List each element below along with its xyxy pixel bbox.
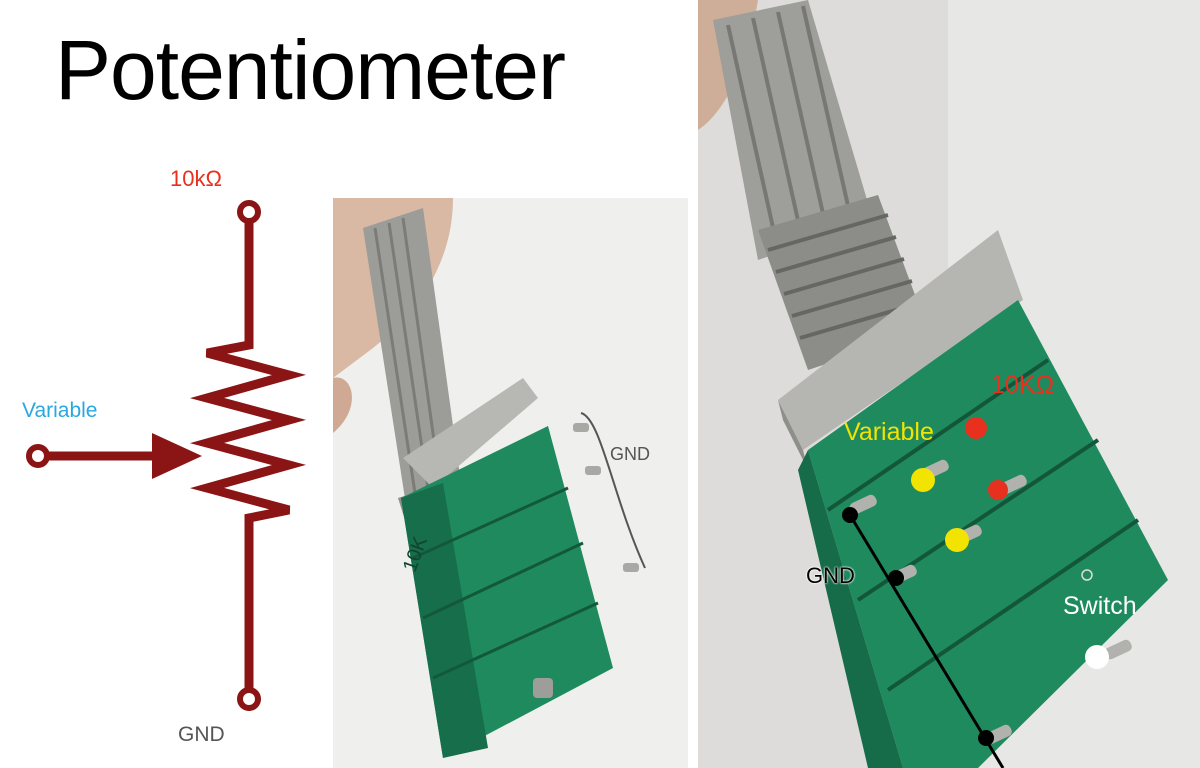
large-photo-10k-label: 10KΩ [991,371,1055,399]
small-photo-gnd-label: GND [610,444,650,464]
metal-cover [778,230,1023,450]
marker-10k-1 [965,417,987,439]
page-title: Potentiometer [55,23,566,117]
green-housing-large [808,300,1168,768]
gnd-guide-line [848,514,1005,768]
marker-variable-2 [945,528,969,552]
pin-3 [623,563,639,572]
marker-10k-2 [988,480,1008,500]
schematic-resistor-zigzag [189,328,307,532]
gnd-bracket [580,412,646,569]
schematic-wiper-label: Variable [22,399,98,422]
pin-2 [585,466,601,475]
potentiometer-photo-small: 10K GND [333,198,688,768]
knurled-shaft-large [713,0,873,260]
schematic-wiper-arrow [152,433,202,479]
large-photo-gnd-label: GND [806,563,855,588]
large-photo-variable-label: Variable [844,418,934,446]
marker-variable-1 [911,468,935,492]
gnd-marker-top [842,507,858,523]
marker-switch [1085,645,1109,669]
schematic-bottom-terminal [237,687,261,711]
schematic-bottom-label: GND [178,723,225,746]
pin-1 [573,423,589,432]
gnd-marker-mid [888,570,904,586]
pin-switch [1104,639,1132,660]
schematic-top-label: 10kΩ [170,166,222,191]
switch-small-ring [1081,569,1093,581]
potentiometer-photo-large: 10KΩ Variable GND Switch [698,0,1200,768]
gnd-marker-bottom [978,730,994,746]
large-photo-switch-label: Switch [1063,592,1137,620]
pin-left-top [849,494,877,515]
schematic-wiper-terminal [26,444,50,468]
schematic-top-terminal [237,200,261,224]
potentiometer-schematic [26,200,307,711]
